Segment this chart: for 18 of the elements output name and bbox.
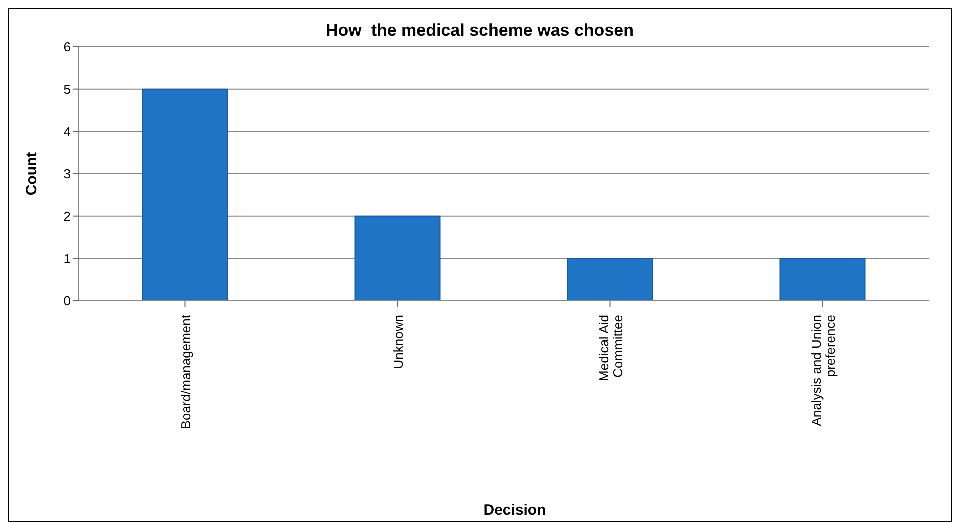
bar — [567, 258, 654, 301]
x-tick-label: Analysis and Union preference — [808, 315, 838, 426]
x-axis-title: Decision — [482, 502, 548, 519]
chart-title: How the medical scheme was chosen — [324, 20, 635, 41]
y-tick-label: 0 — [64, 294, 71, 309]
y-axis-title: Count — [23, 152, 40, 196]
y-tick-label: 4 — [64, 124, 71, 140]
x-tick-label: Medical Aid Committee — [596, 315, 626, 382]
y-tick-label: 6 — [64, 40, 71, 55]
bar — [142, 88, 228, 301]
x-tick-label: Unknown — [390, 315, 406, 370]
y-tick-label: 1 — [64, 251, 71, 266]
y-tick-label: 2 — [64, 208, 71, 224]
y-tick-label: 3 — [64, 166, 71, 182]
bar — [780, 258, 866, 301]
x-tick-label: Board/management — [178, 314, 194, 430]
y-tick-label: 5 — [64, 82, 71, 97]
bar — [354, 216, 441, 301]
